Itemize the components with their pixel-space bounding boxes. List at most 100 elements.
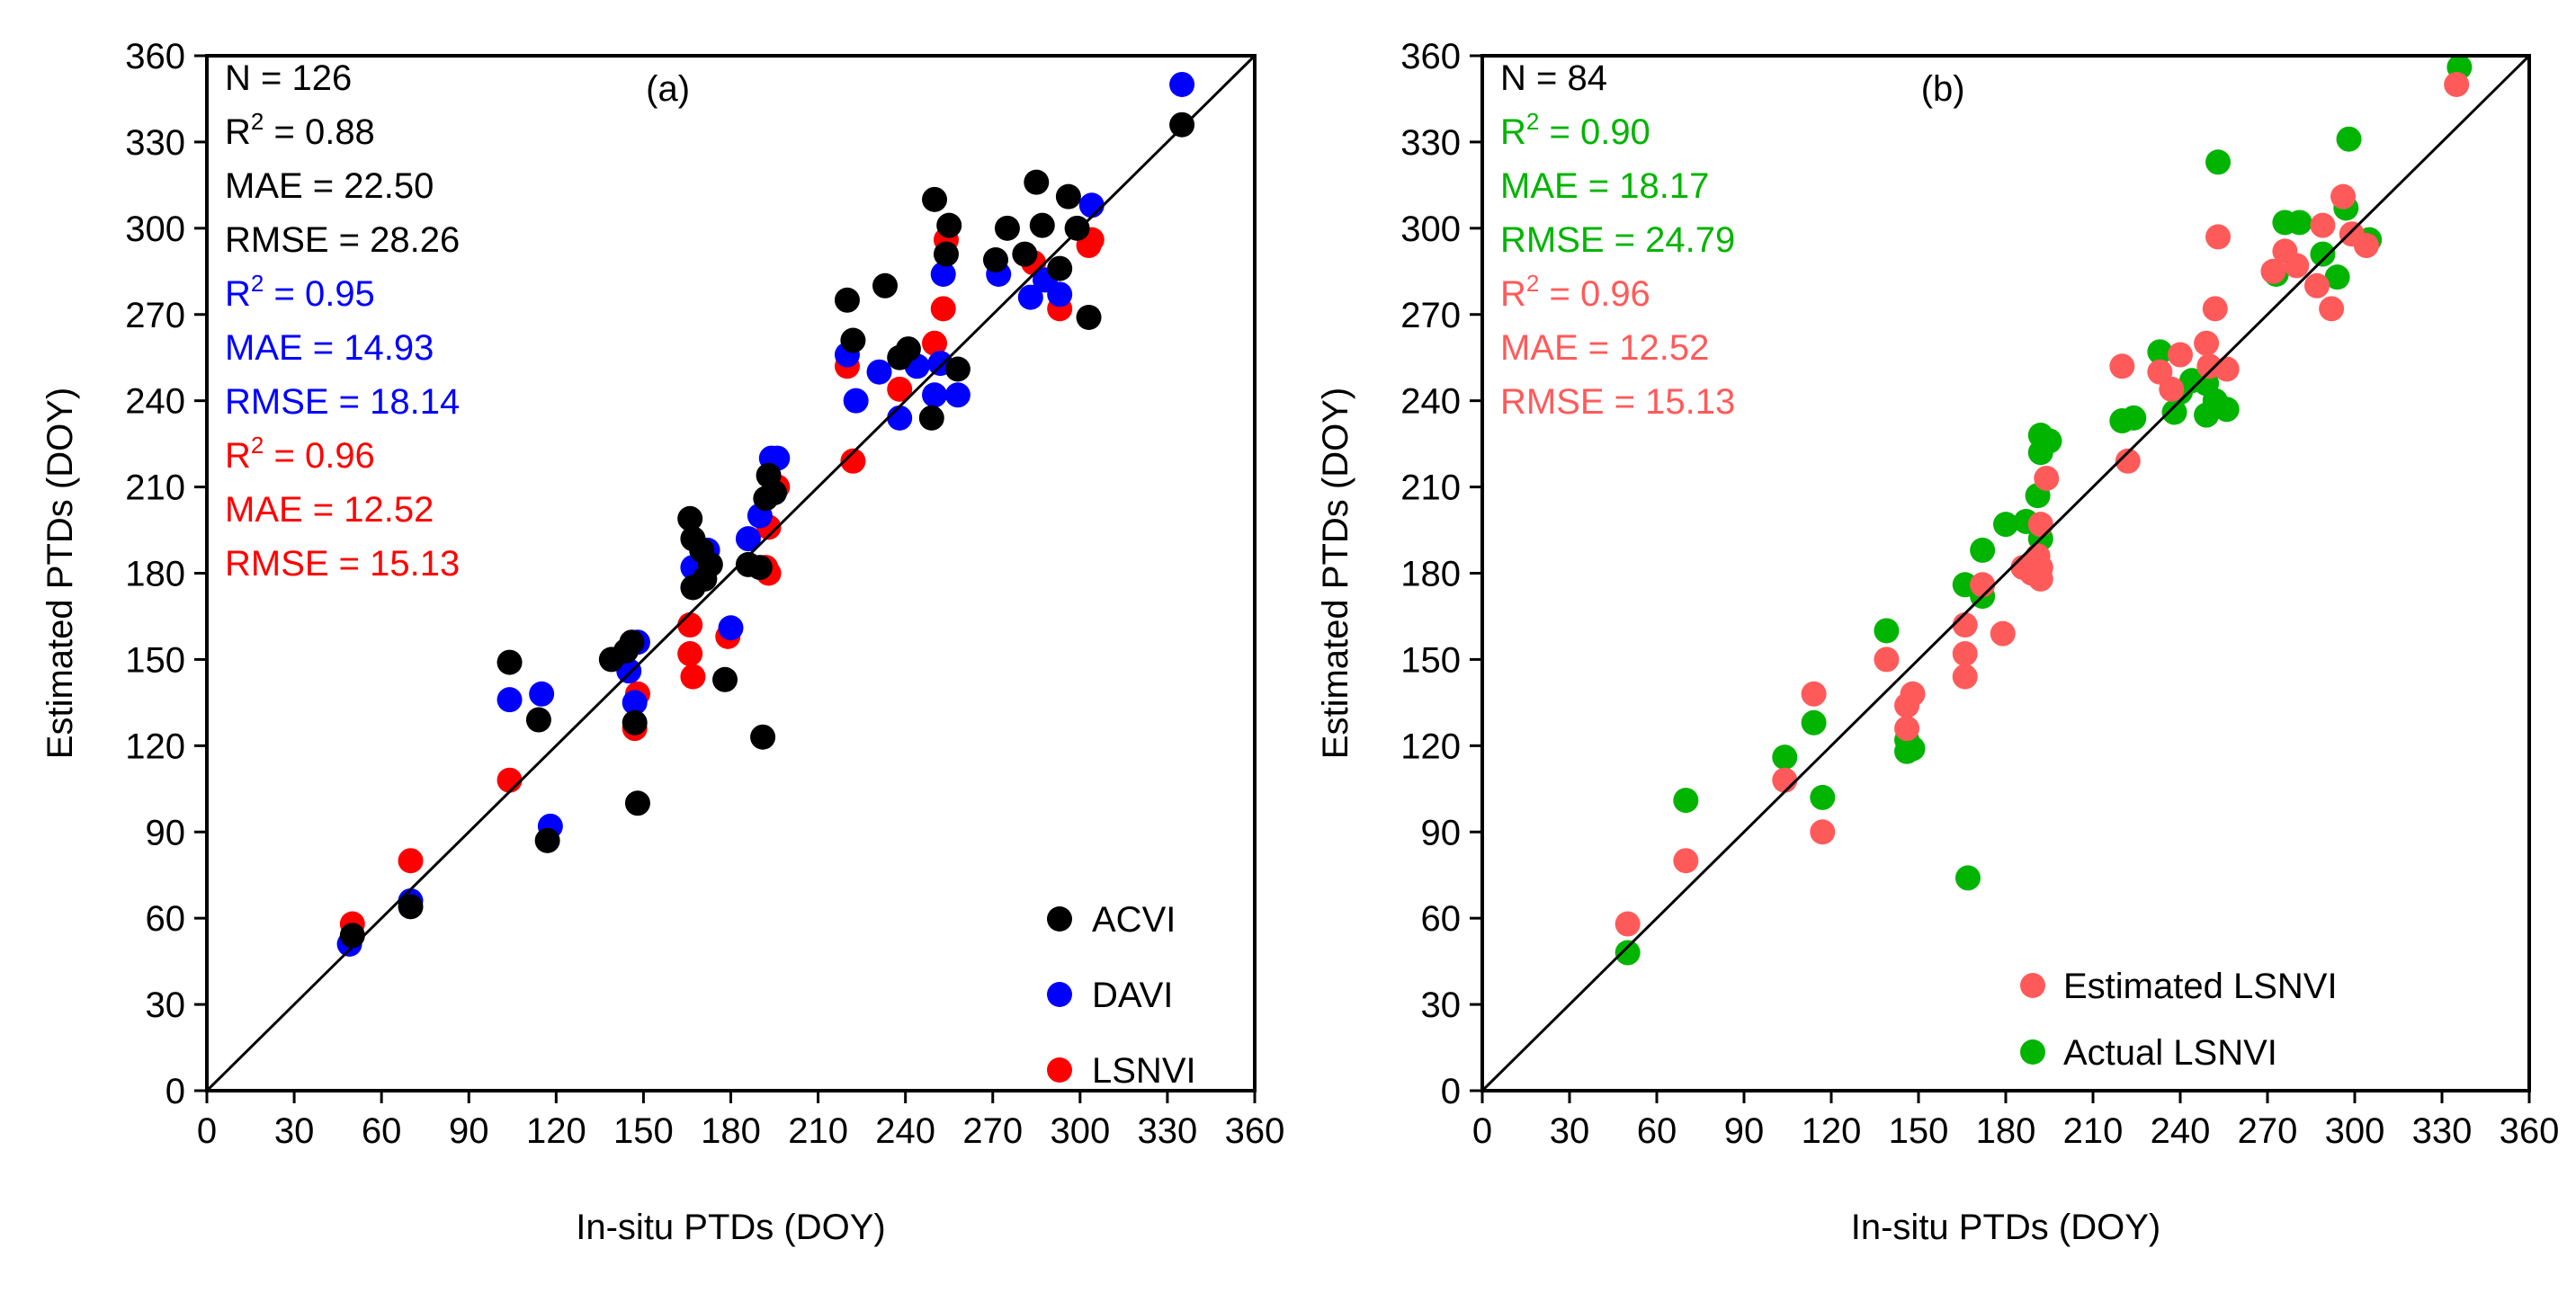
- legend-label: LSNVI: [1092, 1051, 1196, 1091]
- stat-label: N =: [1500, 58, 1567, 98]
- data-point-acvi: [624, 790, 650, 816]
- stat-sup: 2: [1526, 270, 1539, 297]
- y-tick-label: 180: [1400, 555, 1461, 594]
- data-point-actual-lsnvi: [1801, 709, 1827, 736]
- x-tick-label: 300: [1050, 1111, 1110, 1151]
- data-point-acvi: [496, 649, 523, 675]
- stat-sup: 2: [251, 270, 264, 297]
- stat-line: R2 = 0.96: [225, 432, 375, 476]
- data-point-davi: [887, 405, 913, 431]
- stat-line: RMSE = 24.79: [1500, 220, 1735, 260]
- y-tick-label: 30: [146, 985, 186, 1025]
- y-tick-label: 150: [1400, 640, 1461, 680]
- data-point-estimated-lsnvi: [2159, 376, 2185, 402]
- stat-line: R2 = 0.95: [225, 270, 375, 314]
- stat-line: N = 126: [225, 58, 352, 98]
- data-point-davi: [922, 382, 948, 408]
- data-point-estimated-lsnvi: [2353, 233, 2379, 259]
- data-point-acvi: [1047, 255, 1073, 281]
- stats-block-a: N = 126 R2 = 0.88 MAE = 22.50 RMSE = 28.26 R…: [225, 58, 460, 584]
- data-point-acvi: [622, 709, 648, 736]
- axis-ticks-a: 00 30 30 60 60 90 90 120 120 150 150 180 180 210 210 24…: [125, 37, 1284, 1151]
- chart-panel-a: 00 30 30 60 60 90 90 120 120 150 150 180 180 210 210 24…: [40, 37, 1284, 1247]
- y-tick-label: 120: [1400, 727, 1461, 766]
- x-tick-label: 300: [2325, 1111, 2385, 1151]
- data-point-estimated-lsnvi: [2330, 183, 2357, 210]
- data-point-acvi: [1024, 169, 1050, 195]
- stat-label: R: [225, 436, 251, 476]
- y-tick-label: 90: [146, 813, 186, 852]
- y-tick-label: 60: [1421, 899, 1462, 939]
- data-point-acvi: [677, 505, 703, 531]
- data-point-estimated-lsnvi: [1673, 848, 1699, 874]
- x-tick-label: 270: [962, 1111, 1023, 1151]
- stat-line: R2 = 0.88: [225, 108, 375, 152]
- stat-eq: =: [264, 274, 305, 314]
- stat-value: 28.26: [370, 220, 460, 260]
- data-point-acvi: [922, 186, 948, 212]
- x-tick-label: 360: [2500, 1111, 2560, 1151]
- data-point-davi: [1169, 71, 1195, 97]
- legend-marker: [2020, 1039, 2045, 1065]
- data-point-acvi: [1169, 111, 1195, 138]
- data-point-estimated-lsnvi: [2214, 356, 2240, 382]
- stat-line: MAE = 22.50: [225, 166, 434, 206]
- x-tick-label: 240: [2151, 1111, 2211, 1151]
- x-tick-label: 120: [526, 1111, 586, 1151]
- x-tick-label: 150: [613, 1111, 674, 1151]
- data-point-estimated-lsnvi: [1894, 716, 1920, 742]
- x-tick-label: 180: [1976, 1111, 2036, 1151]
- data-point-davi: [718, 615, 744, 641]
- stat-sup: 2: [251, 108, 264, 135]
- y-axis-label-b: Estimated PTDs (DOY): [1316, 388, 1355, 759]
- legend-label: DAVI: [1092, 976, 1173, 1015]
- x-tick-label: 150: [1889, 1111, 1949, 1151]
- y-tick-label: 120: [125, 727, 185, 766]
- stat-eq: =: [264, 112, 305, 152]
- x-tick-label: 60: [362, 1111, 402, 1151]
- stat-line: N = 84: [1500, 58, 1607, 98]
- data-points-a: [336, 71, 1195, 957]
- stat-label: MAE =: [225, 328, 344, 368]
- stat-line: RMSE = 15.13: [225, 544, 460, 584]
- y-tick-label: 270: [125, 296, 185, 335]
- data-point-estimated-lsnvi: [1772, 767, 1798, 793]
- y-tick-label: 240: [125, 382, 185, 422]
- data-point-actual-lsnvi: [2324, 264, 2350, 290]
- data-point-estimated-lsnvi: [1952, 664, 1978, 690]
- data-points-b: [1614, 54, 2473, 966]
- x-axis-label-a: In-situ PTDs (DOY): [576, 1208, 885, 1247]
- stat-line: MAE = 12.52: [225, 490, 434, 530]
- data-point-acvi: [936, 212, 962, 238]
- data-point-estimated-lsnvi: [2115, 448, 2141, 474]
- data-point-estimated-lsnvi: [2260, 258, 2286, 284]
- x-tick-label: 120: [1802, 1111, 1862, 1151]
- data-point-acvi: [762, 479, 788, 505]
- stat-value: 0.96: [305, 436, 375, 476]
- x-tick-label: 90: [1724, 1111, 1765, 1151]
- stat-value: 18.14: [370, 382, 460, 422]
- data-point-estimated-lsnvi: [1874, 646, 1900, 673]
- stat-label: R: [225, 112, 251, 152]
- stat-label: R: [1500, 274, 1526, 314]
- stat-value: 18.17: [1619, 166, 1709, 206]
- stat-label: RMSE =: [225, 382, 370, 422]
- legend-label: Estimated LSNVI: [2063, 967, 2338, 1006]
- x-tick-label: 30: [274, 1111, 315, 1151]
- y-tick-label: 270: [1400, 296, 1461, 335]
- y-tick-label: 240: [1400, 382, 1461, 422]
- data-point-lsnvi: [496, 767, 523, 793]
- stat-label: MAE =: [225, 166, 344, 206]
- data-point-estimated-lsnvi: [1990, 620, 2016, 646]
- plot-frame-a: [205, 54, 1257, 1092]
- stat-value: 12.52: [1619, 328, 1709, 368]
- x-tick-label: 30: [1550, 1111, 1590, 1151]
- data-point-estimated-lsnvi: [2205, 224, 2232, 250]
- data-point-estimated-lsnvi: [2027, 512, 2053, 538]
- data-point-estimated-lsnvi: [1810, 819, 1836, 845]
- y-tick-label: 330: [1400, 123, 1461, 163]
- data-point-acvi: [933, 241, 959, 267]
- stat-line: RMSE = 15.13: [1500, 382, 1735, 422]
- x-tick-label: 60: [1637, 1111, 1677, 1151]
